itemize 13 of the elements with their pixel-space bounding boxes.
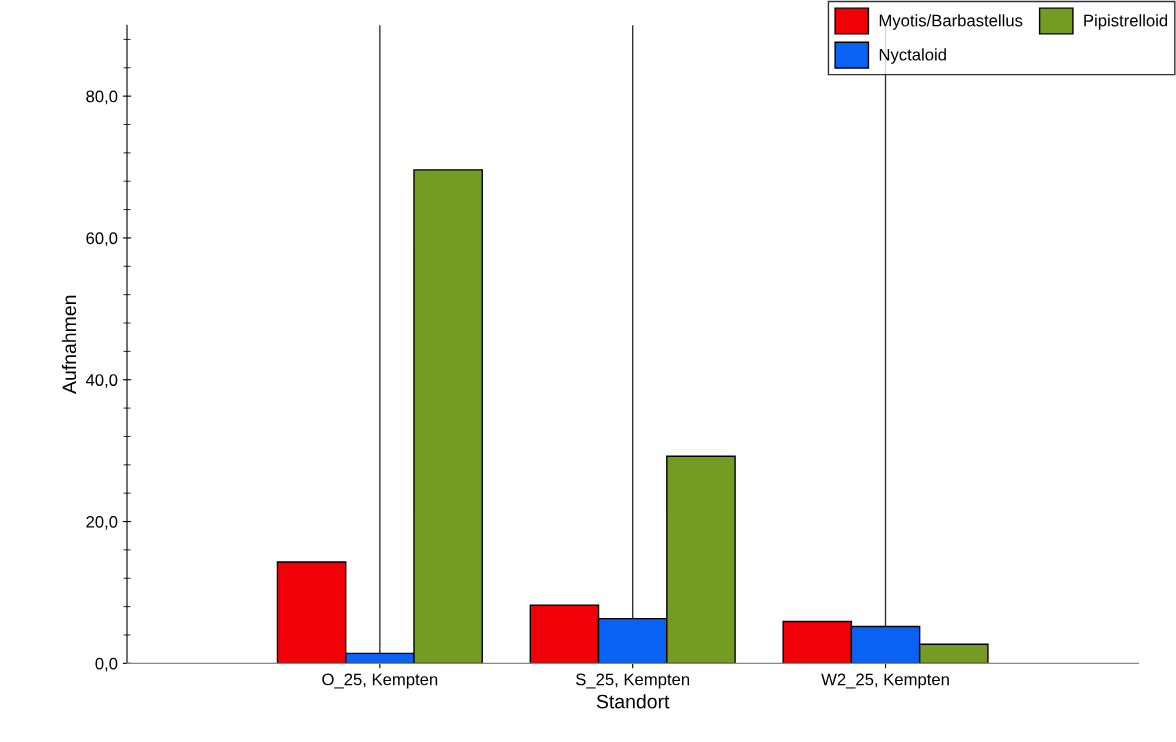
y-tick-label: 60,0 [86, 232, 118, 247]
x-tick-label: O_25, Kempten [322, 673, 438, 689]
y-tick-label: 20,0 [86, 515, 118, 530]
y-axis-title: Aufnahmen [61, 295, 77, 394]
legend-label: Nyctaloid [879, 48, 946, 64]
x-axis-title: Standort [596, 694, 670, 709]
y-tick-label: 80,0 [86, 90, 118, 105]
x-tick-label: S_25, Kempten [576, 673, 690, 689]
legend-label: Myotis/Barbastellus [879, 14, 1023, 30]
legend-label: Pipistrelloid [1084, 14, 1168, 30]
x-tick-label: W2_25, Kempten [821, 673, 949, 689]
y-tick-label: 0,0 [95, 657, 118, 672]
y-tick-label: 40,0 [85, 374, 118, 388]
